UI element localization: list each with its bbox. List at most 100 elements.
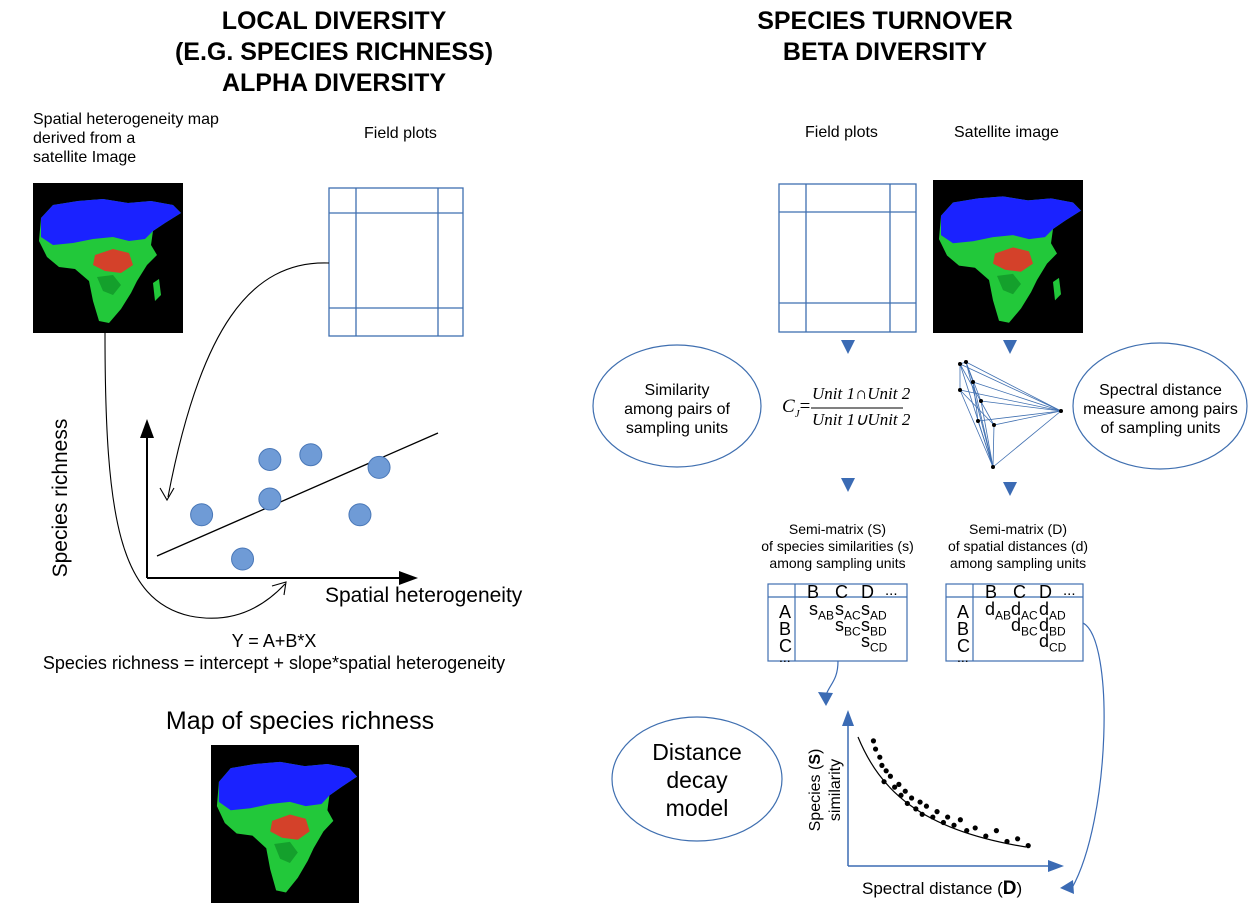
matrix-s-sub-bd: BD xyxy=(870,624,887,639)
similarity-ellipse xyxy=(592,344,762,468)
down-arrow-1 xyxy=(841,340,855,354)
decay-point xyxy=(1004,838,1010,845)
semi-matrix-s-label: Semi-matrix (S) of species similarities … xyxy=(750,521,925,572)
satellite-map-image xyxy=(933,180,1083,333)
matrix-d-row-c: C xyxy=(957,636,970,656)
semi-d-line-3: among sampling units xyxy=(949,555,1087,571)
formula-denominator: Unit 1∪Unit 2 xyxy=(812,410,911,429)
matrix-s-cell-ab: sAB xyxy=(809,599,834,623)
formula-numerator: Unit 1∩Unit 2 xyxy=(812,384,911,403)
spectral-ellipse-text: Spectral distance measure among pairs of… xyxy=(1078,381,1243,438)
matrix-s-row-c: C xyxy=(779,636,792,656)
formula-equals: = xyxy=(799,396,811,417)
richness-point xyxy=(299,443,323,467)
matrix-d-cell-ac: dAC xyxy=(1011,599,1038,623)
decay-y-axis-label: Species (S) similarity xyxy=(806,715,846,865)
matrix-s-letter-ac: s xyxy=(835,599,844,619)
matrix-d-cell-ad: dAD xyxy=(1039,599,1066,623)
matrix-d-sub-bd: BD xyxy=(1049,624,1066,639)
x-axis-label-heterogeneity: Spatial heterogeneity xyxy=(325,584,523,607)
map-caption-line-3: satellite Image xyxy=(33,149,137,166)
decay-points xyxy=(870,738,1031,849)
matrix-s-sub-bc: BC xyxy=(844,624,861,639)
similarity-line-3: sampling units xyxy=(625,420,729,437)
matrix-d-letter-cd: d xyxy=(1039,631,1050,651)
richness-axes xyxy=(140,419,418,585)
richness-point xyxy=(258,448,282,471)
matrix-d-col-d: D xyxy=(1039,582,1052,602)
left-field-plots-label: Field plots xyxy=(364,125,437,142)
matrix-d-col-b: B xyxy=(985,582,998,602)
decay-point xyxy=(898,792,904,798)
distance-decay-ellipse xyxy=(611,716,783,842)
matrix-s-col-more: ... xyxy=(885,582,898,599)
matrix-s-cell-ac: sAC xyxy=(835,599,861,623)
right-field-plot-grid xyxy=(778,183,917,333)
richness-point xyxy=(231,547,255,571)
matrix-d-cell-ab: dAB xyxy=(985,599,1011,623)
decay-line-1: Distance xyxy=(652,739,742,765)
decay-x-text: Spectral distance xyxy=(862,879,993,898)
decay-x-symbol: D xyxy=(1002,878,1017,899)
matrix-d-letter-bd: d xyxy=(1039,615,1050,635)
matrix-d-box xyxy=(945,583,1084,662)
down-arrow-3 xyxy=(841,478,855,492)
decay-point xyxy=(917,799,923,805)
decay-point xyxy=(896,781,902,788)
matrix-s-sub-ac: AC xyxy=(844,608,861,623)
right-title-line-1: SPECIES TURNOVER xyxy=(757,7,1013,35)
decay-line-2: decay xyxy=(666,767,728,793)
decay-point xyxy=(945,814,951,820)
richness-points xyxy=(190,443,391,571)
decay-y-prefix: Species xyxy=(807,774,824,832)
decay-point xyxy=(951,822,957,828)
decay-line-3: model xyxy=(665,795,729,821)
decay-point xyxy=(934,809,940,815)
matrix-s-cell-cd: sCD xyxy=(861,631,887,655)
right-field-plots-label: Field plots xyxy=(805,124,878,141)
y-axis-label-richness: Species richness xyxy=(49,418,72,578)
right-title: SPECIES TURNOVER BETA DIVERSITY xyxy=(720,6,1050,68)
matrix-d-sub-bc: BC xyxy=(1021,624,1038,639)
map-caption-line-1: Spatial heterogeneity map xyxy=(33,111,219,128)
matrix-s-cell-bd: sBD xyxy=(861,615,887,639)
semi-d-line-2: of spatial distances (d) xyxy=(947,538,1089,554)
distance-decay-text: Distance decay model xyxy=(620,738,774,822)
spectral-network xyxy=(959,361,1062,468)
field-plot-to-scatter-arrow xyxy=(167,262,330,498)
map-caption: Spatial heterogeneity map derived from a… xyxy=(33,110,273,167)
richness-point xyxy=(348,503,372,527)
jaccard-formula: CJ= Unit 1∩Unit 2 Unit 1∪Unit 2 xyxy=(782,384,912,434)
matrix-s-letter-bd: s xyxy=(861,615,870,635)
matrix-d-cell-cd: dCD xyxy=(1039,631,1066,655)
decay-point xyxy=(972,825,978,831)
semi-matrix-d-label: Semi-matrix (D) of spatial distances (d)… xyxy=(938,521,1098,572)
left-title-line-3: ALPHA DIVERSITY xyxy=(221,69,447,97)
decay-point xyxy=(919,811,925,817)
matrix-d-letter-ad: d xyxy=(1039,599,1050,619)
decay-point xyxy=(902,788,908,794)
decay-y-symbol: S xyxy=(807,753,824,765)
left-title-line-2: (E.G. SPECIES RICHNESS) xyxy=(174,38,494,66)
decay-point xyxy=(870,738,877,744)
decay-point xyxy=(879,762,885,768)
matrix-d-letter-ac: d xyxy=(1011,599,1022,619)
heterogeneity-map-image xyxy=(33,183,183,333)
equation-words: Species richness = intercept + slope*spa… xyxy=(42,653,506,673)
decay-point xyxy=(883,768,889,774)
matrix-s-cell-ad: sAD xyxy=(861,599,887,623)
matrix-d-row-more: ... xyxy=(957,649,969,665)
decay-point xyxy=(993,828,1000,834)
semi-s-line-1: Semi-matrix (S) xyxy=(788,521,887,537)
matrix-s-to-decay-arrow xyxy=(825,660,839,696)
decay-curve xyxy=(857,736,1027,848)
species-richness-map-image xyxy=(211,745,359,903)
matrix-d-letter-ab: d xyxy=(985,599,996,619)
decay-point xyxy=(887,773,894,779)
right-title-line-2: BETA DIVERSITY xyxy=(782,38,988,66)
equation: Y = A+B*X xyxy=(231,631,317,651)
matrix-d-to-decay-arrow xyxy=(1071,622,1105,889)
satellite-image-label: Satellite image xyxy=(954,124,1059,141)
matrix-d-sub-ac: AC xyxy=(1021,608,1038,623)
spectral-line-3: of sampling units xyxy=(1100,420,1221,437)
